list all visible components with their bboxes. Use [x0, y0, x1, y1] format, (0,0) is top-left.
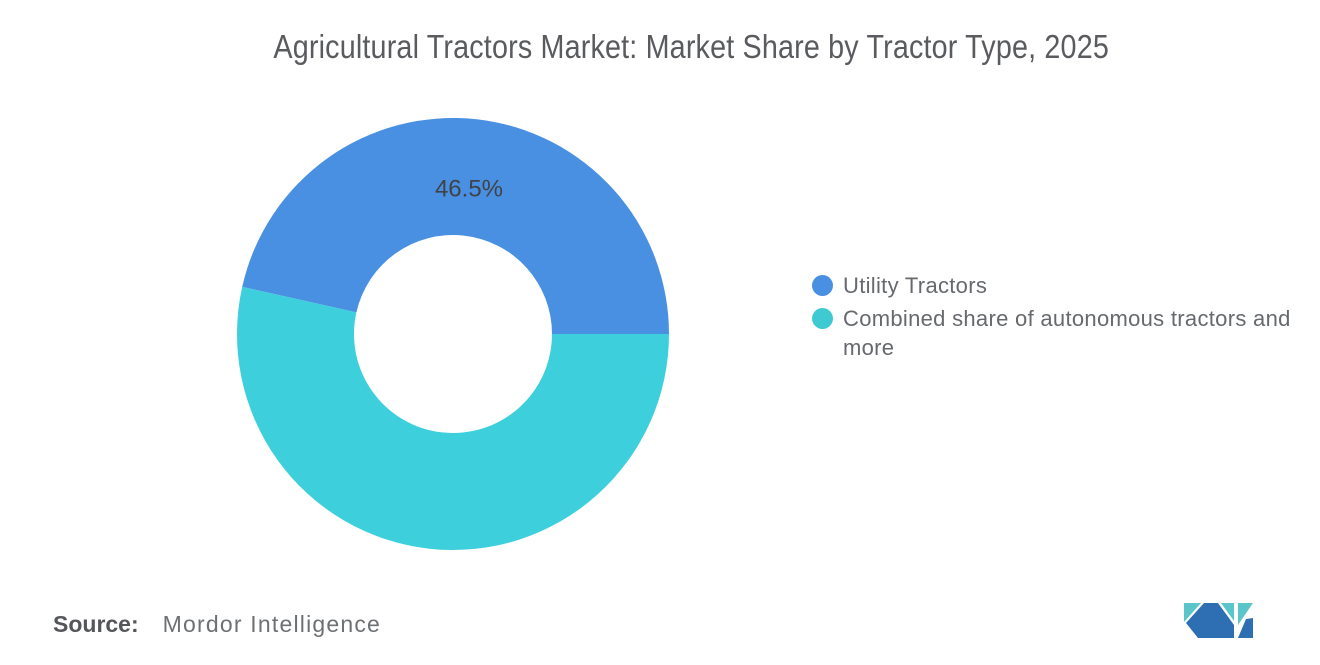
logo-blue-bar-right	[1238, 618, 1253, 638]
legend-label: Combined share of autonomous tractors an…	[843, 306, 1291, 360]
donut-chart: 46.5%	[237, 118, 669, 550]
legend-item-utility-tractors[interactable]: Utility Tractors	[812, 271, 1312, 300]
pie-slice-combined-share-of-autonomous-tractors-and-more[interactable]	[237, 286, 669, 550]
legend-bullet-icon	[812, 275, 833, 296]
chart-title-text: Agricultural Tractors Market: Market Sha…	[273, 28, 1109, 65]
legend: Utility Tractors Combined share of auton…	[812, 271, 1312, 366]
chart-title: Agricultural Tractors Market: Market Sha…	[62, 28, 1320, 66]
logo-teal-triangle-right	[1238, 603, 1253, 625]
legend-bullet-icon	[812, 308, 833, 329]
legend-label: Utility Tractors	[843, 273, 988, 298]
logo-teal-triangle-left	[1184, 603, 1201, 622]
mordor-intelligence-logo	[1184, 603, 1253, 638]
pie-data-label: 46.5%	[435, 176, 503, 203]
source-value: Mordor Intelligence	[162, 611, 382, 637]
logo-blue-band	[1186, 603, 1234, 638]
legend-item-combined-share[interactable]: Combined share of autonomous tractors an…	[812, 304, 1312, 362]
logo-teal-triangle-mid	[1221, 603, 1234, 621]
source-label: Source:	[53, 611, 139, 637]
pie-slice-utility-tractors[interactable]	[242, 118, 669, 334]
source-line: Source: Mordor Intelligence	[53, 611, 381, 638]
